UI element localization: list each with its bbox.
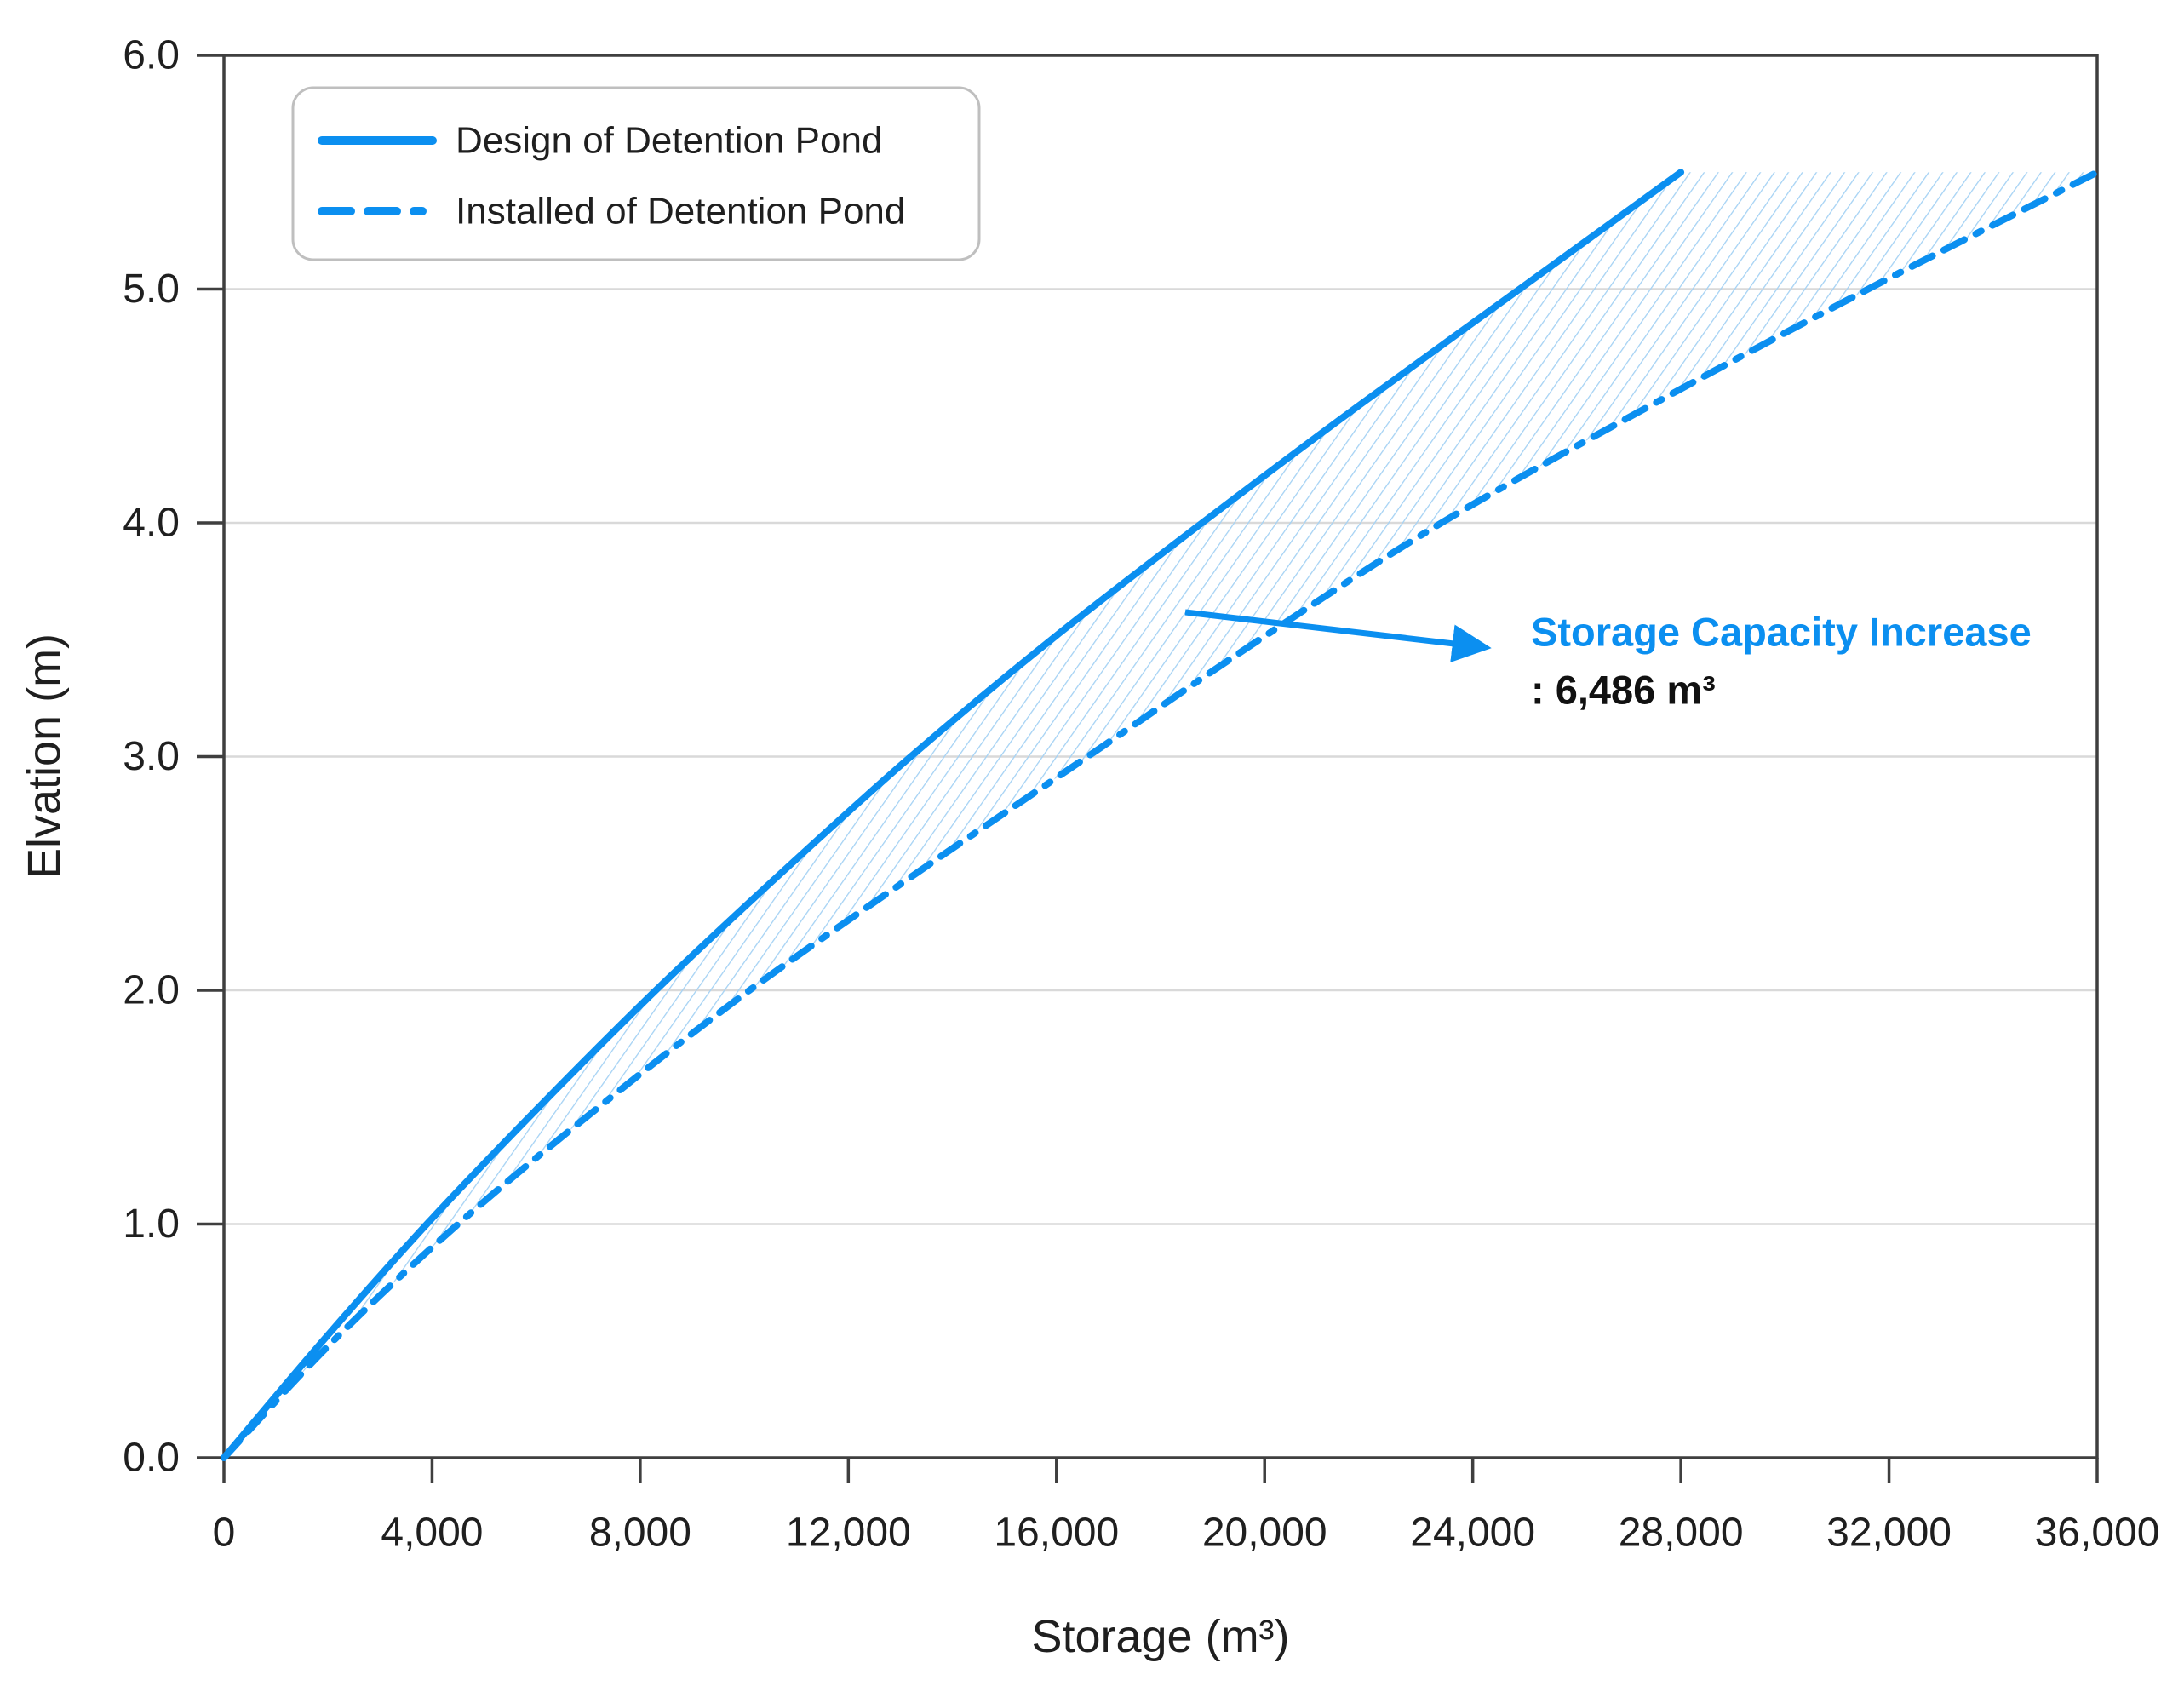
x-tick-label: 4,000	[381, 1511, 483, 1556]
axis-ticks: 0 4,000 8,000 12,000 16,000 20,000 24,000 28,00…	[123, 33, 2159, 1556]
y-tick-label: 5.0	[123, 267, 180, 312]
annotation-storage-capacity-increase: Storage Capacity Increase : 6,486 m³	[1184, 609, 2032, 713]
y-tick-label: 3.0	[123, 734, 180, 779]
y-tick-label: 6.0	[123, 33, 180, 78]
x-tick-label: 8,000	[589, 1511, 691, 1556]
x-tick-label: 32,000	[1826, 1511, 1952, 1556]
annotation-arrow-icon	[1184, 609, 1492, 663]
installed-curve	[221, 169, 2101, 1461]
y-tick-label: 0.0	[123, 1436, 180, 1481]
x-tick-label: 20,000	[1202, 1511, 1327, 1556]
x-tick-label: 0	[213, 1511, 236, 1556]
y-axis-title: Elvation (m)	[19, 634, 70, 879]
x-tick-label: 16,000	[994, 1511, 1119, 1556]
legend-label-design: Design of Detention Pond	[456, 120, 882, 162]
annotation-value: : 6,486 m³	[1531, 668, 1716, 713]
legend: Design of Detention Pond Installed of De…	[291, 86, 981, 261]
storage-capacity-increase-band	[224, 172, 2097, 1458]
annotation-title: Storage Capacity Increase	[1531, 610, 2032, 655]
gridlines	[224, 288, 2097, 1225]
x-tick-label: 12,000	[786, 1511, 911, 1556]
y-tick-label: 4.0	[123, 501, 180, 546]
x-tick-label: 28,000	[1619, 1511, 1744, 1556]
x-axis-title: Storage (m³)	[1031, 1611, 1289, 1662]
legend-label-installed: Installed of Detention Pond	[456, 191, 905, 232]
legend-box	[291, 86, 981, 261]
x-tick-label: 24,000	[1410, 1511, 1535, 1556]
y-tick-label: 2.0	[123, 968, 180, 1013]
design-curve	[221, 169, 1685, 1461]
y-tick-label: 1.0	[123, 1201, 180, 1247]
x-tick-label: 36,000	[2035, 1511, 2160, 1556]
